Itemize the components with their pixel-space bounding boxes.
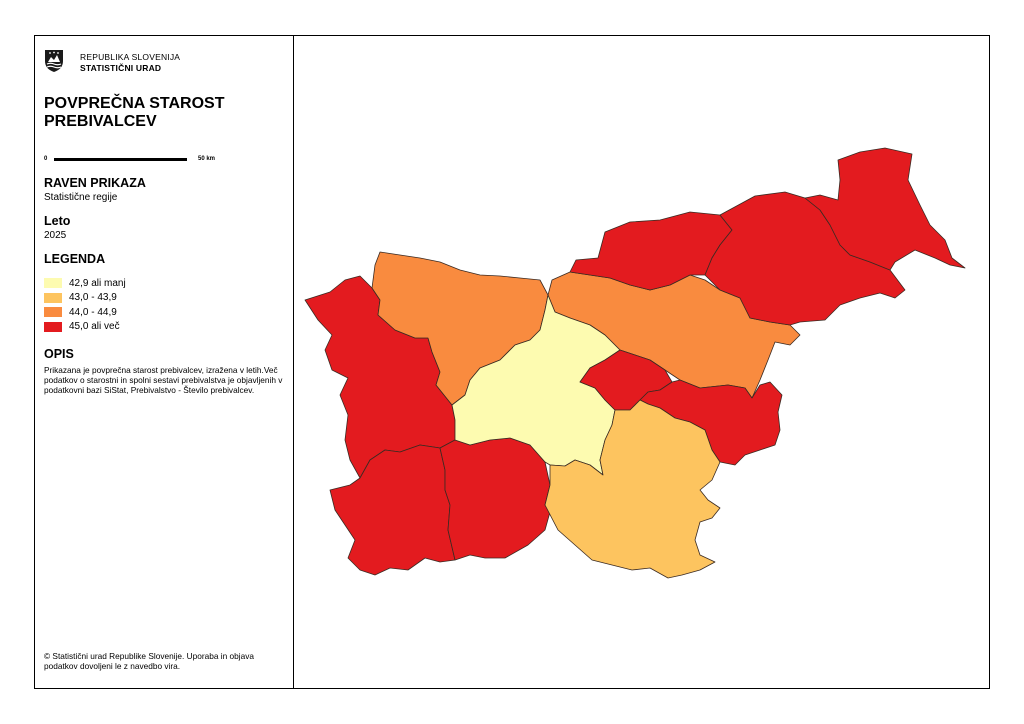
scale-end-label: 50 km (198, 156, 216, 162)
copyright-notice: © Statistični urad Republike Slovenije. … (44, 651, 254, 671)
legend-swatch (44, 321, 62, 332)
org-name-line1: REPUBLIKA SLOVENIJA (80, 52, 181, 62)
display-level-value: Statistične regije (44, 192, 118, 203)
legend-label: 44,0 - 44,9 (69, 306, 117, 318)
year-value: 2025 (44, 230, 67, 241)
map-area (295, 36, 989, 688)
legend-swatch (44, 307, 62, 318)
legend-item: 45,0 ali več (44, 320, 126, 335)
scale-start-label: 0 (44, 156, 48, 162)
legend-swatch (44, 292, 62, 303)
description-heading: OPIS (44, 347, 74, 361)
map-frame (34, 35, 990, 689)
info-panel: REPUBLIKA SLOVENIJA STATISTIČNI URAD POV… (34, 35, 294, 689)
legend-item: 44,0 - 44,9 (44, 305, 126, 320)
legend-item: 42,9 ali manj (44, 276, 126, 291)
map-title: POVPREČNA STAROST PREBIVALCEV (44, 95, 225, 130)
org-name-line2: STATISTIČNI URAD (80, 63, 162, 73)
region-primorsko-notranjska[interactable] (439, 437, 551, 561)
coat-of-arms-icon (45, 50, 63, 72)
region-map (304, 147, 966, 579)
legend-label: 45,0 ali več (69, 321, 120, 333)
year-heading: Leto (44, 214, 71, 228)
region-obalno-kraska[interactable] (329, 444, 456, 576)
legend-label: 42,9 ali manj (69, 277, 126, 289)
legend-heading: LEGENDA (44, 252, 106, 266)
legend-item: 43,0 - 43,9 (44, 291, 126, 306)
region-jugovzhodna-slovenija[interactable] (544, 399, 721, 579)
description-text: Prikazana je povprečna starost prebivalc… (44, 365, 283, 395)
display-level-heading: RAVEN PRIKAZA (44, 176, 146, 190)
region-pomurska[interactable] (804, 147, 966, 271)
scale-bar-line (54, 158, 187, 161)
legend: 42,9 ali manj 43,0 - 43,9 44,0 - 44,9 45… (44, 276, 126, 334)
scale-bar: 0 50 km (44, 153, 244, 167)
legend-swatch (44, 278, 62, 289)
legend-label: 43,0 - 43,9 (69, 292, 117, 304)
